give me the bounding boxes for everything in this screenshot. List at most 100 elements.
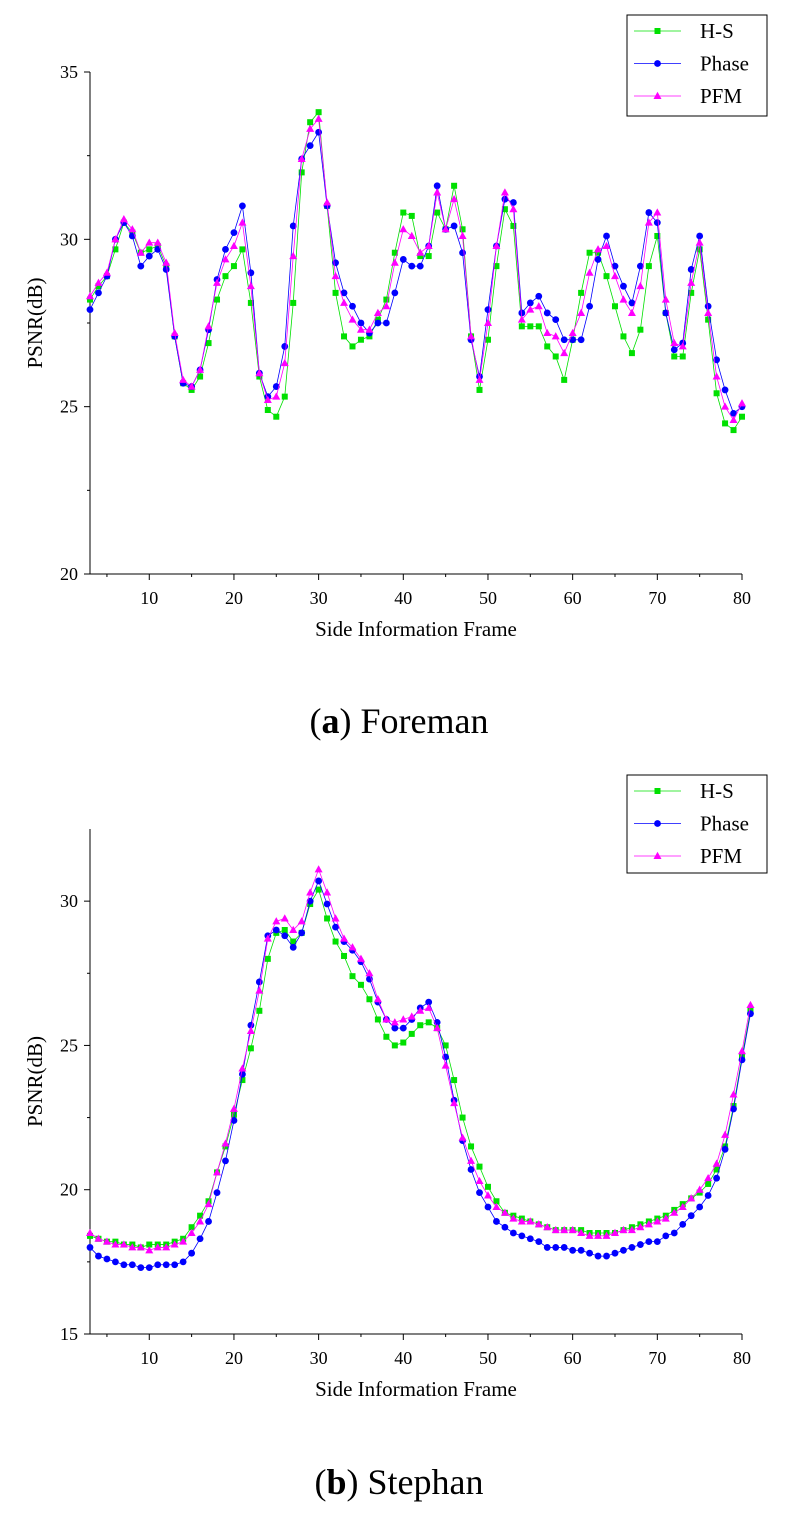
data-point xyxy=(644,1220,653,1228)
data-point xyxy=(483,1191,492,1199)
data-point xyxy=(229,1104,238,1112)
x-tick-label: 30 xyxy=(310,588,328,608)
data-point xyxy=(213,1168,222,1176)
x-tick-label: 20 xyxy=(225,588,243,608)
x-tick-label: 60 xyxy=(564,1348,582,1368)
data-point xyxy=(713,1166,720,1173)
y-tick-label: 20 xyxy=(60,1180,78,1200)
series-pfm xyxy=(86,865,755,1254)
data-point xyxy=(255,986,264,994)
data-point xyxy=(221,1139,230,1147)
data-point xyxy=(373,308,382,316)
data-point xyxy=(179,375,188,383)
series-line xyxy=(89,888,751,1248)
data-point xyxy=(281,932,289,940)
data-point xyxy=(222,1157,229,1165)
x-tick-label: 70 xyxy=(648,1348,666,1368)
data-point xyxy=(307,119,314,126)
y-tick-label: 20 xyxy=(60,564,78,584)
data-point xyxy=(526,1235,534,1243)
data-point xyxy=(543,1244,551,1251)
data-point xyxy=(739,413,745,420)
data-point xyxy=(332,938,339,945)
data-point xyxy=(280,358,289,367)
data-point xyxy=(306,142,314,150)
caption-close: ) xyxy=(347,1462,359,1502)
data-point xyxy=(434,209,441,216)
series-line xyxy=(89,117,743,421)
x-tick-label: 60 xyxy=(564,588,582,608)
data-point xyxy=(561,376,568,383)
data-point xyxy=(654,232,661,239)
data-point xyxy=(273,413,280,420)
data-point xyxy=(653,219,661,227)
x-tick-label: 40 xyxy=(394,588,412,608)
data-point xyxy=(408,1030,415,1037)
data-point xyxy=(197,1212,204,1219)
data-point xyxy=(509,205,518,213)
data-point xyxy=(441,1061,450,1069)
data-point xyxy=(272,926,280,934)
data-point xyxy=(229,241,238,250)
data-point xyxy=(544,343,551,350)
data-point xyxy=(187,382,196,390)
data-point xyxy=(627,1225,636,1234)
data-point xyxy=(171,1261,179,1269)
legend-marker xyxy=(654,788,661,794)
data-point xyxy=(458,231,467,239)
data-point xyxy=(492,1202,501,1211)
data-point xyxy=(298,169,305,176)
data-point xyxy=(551,332,560,340)
data-point xyxy=(289,251,298,260)
data-point xyxy=(645,263,652,270)
data-point xyxy=(128,1243,137,1251)
data-point xyxy=(501,206,508,213)
x-tick-label: 50 xyxy=(479,1348,497,1368)
data-point xyxy=(568,328,577,337)
data-point xyxy=(255,978,263,986)
y-tick-label: 30 xyxy=(60,891,78,911)
data-point xyxy=(493,263,500,270)
data-point xyxy=(357,319,365,327)
data-point xyxy=(111,1240,120,1248)
x-axis-label: Side Information Frame xyxy=(315,617,517,641)
data-point xyxy=(102,268,111,276)
data-point xyxy=(374,319,382,327)
data-point xyxy=(390,1018,399,1026)
data-point xyxy=(636,281,645,290)
data-point xyxy=(238,1064,247,1072)
data-point xyxy=(170,1240,179,1248)
data-point xyxy=(365,325,374,333)
data-point xyxy=(569,1246,577,1254)
y-tick-label: 25 xyxy=(60,397,78,417)
data-point xyxy=(704,1192,712,1199)
data-point xyxy=(517,315,526,323)
data-point xyxy=(222,273,229,280)
data-point xyxy=(611,262,619,270)
data-point xyxy=(382,1015,391,1023)
data-point xyxy=(298,929,306,937)
data-point xyxy=(382,319,390,327)
data-point xyxy=(560,1225,569,1234)
data-point xyxy=(315,109,322,116)
data-point xyxy=(569,336,577,344)
data-point xyxy=(619,1225,628,1234)
data-point xyxy=(620,1246,627,1254)
data-point xyxy=(476,1163,483,1170)
series-pfm xyxy=(86,114,746,424)
data-point xyxy=(670,1229,678,1237)
data-point xyxy=(246,281,255,290)
data-point xyxy=(332,259,339,267)
data-point xyxy=(382,302,391,310)
data-point xyxy=(501,1223,509,1231)
series-phase xyxy=(86,877,754,1272)
stephan-chart: 15 20 25 30 10 20 30 40 50 60 70 80 Side Information… xyxy=(23,774,768,1502)
data-point xyxy=(696,1203,704,1211)
data-point xyxy=(323,198,332,206)
data-point xyxy=(272,392,281,400)
data-point xyxy=(433,182,441,190)
legend-marker xyxy=(653,91,662,99)
data-point xyxy=(120,1261,128,1269)
data-point xyxy=(467,1156,476,1164)
